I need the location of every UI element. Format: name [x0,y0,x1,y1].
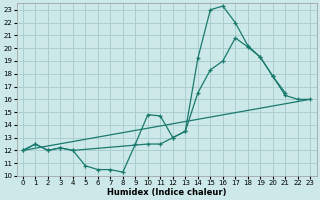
X-axis label: Humidex (Indice chaleur): Humidex (Indice chaleur) [107,188,226,197]
